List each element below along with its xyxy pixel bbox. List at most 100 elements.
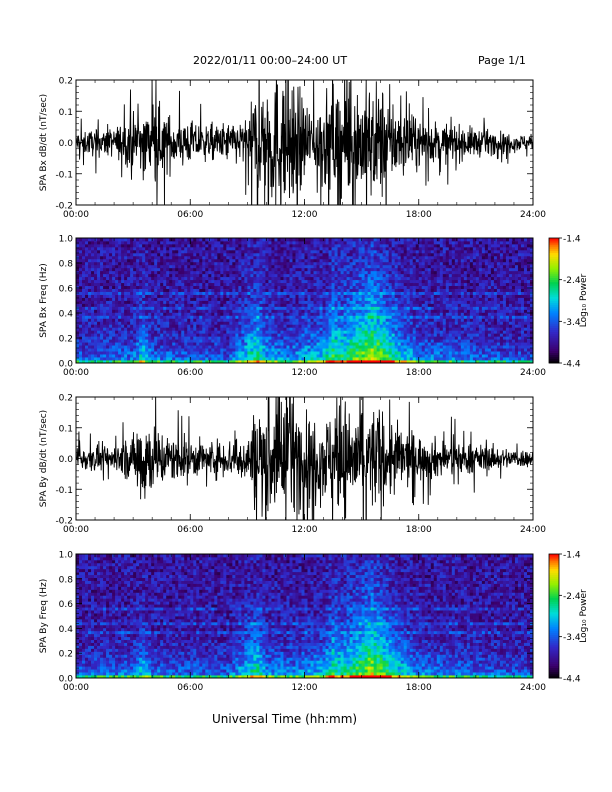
heatmap-cell: [262, 249, 266, 254]
heatmap-cell: [130, 288, 134, 292]
heatmap-cell: [355, 238, 360, 242]
heatmap-cell: [184, 330, 188, 334]
heatmap-cell: [349, 354, 354, 358]
heatmap-cell: [214, 300, 218, 304]
heatmap-cell: [166, 312, 170, 316]
heatmap-cell: [112, 264, 116, 269]
heatmap-cell: [106, 348, 110, 352]
heatmap-cell: [316, 360, 320, 364]
heatmap-cell: [133, 273, 137, 278]
heatmap-cell: [241, 246, 245, 251]
heatmap-cell: [91, 243, 95, 248]
heatmap-cell: [130, 273, 134, 278]
heatmap-cell: [211, 270, 215, 275]
heatmap-cell: [136, 282, 140, 287]
heatmap-cell: [373, 279, 378, 284]
heatmap-cell: [205, 255, 209, 260]
heatmap-cell: [175, 294, 179, 298]
heatmap-cell: [187, 330, 191, 334]
heatmap-cell: [82, 243, 86, 248]
heatmap-cell: [412, 291, 417, 295]
heatmap-cell: [223, 336, 227, 340]
heatmap-cell: [166, 240, 170, 245]
heatmap-cell: [187, 252, 191, 257]
heatmap-cell: [277, 288, 281, 292]
heatmap-cell: [178, 309, 182, 313]
heatmap-cell: [157, 240, 161, 245]
heatmap-cell: [196, 276, 200, 281]
heatmap-cell: [307, 321, 311, 325]
heatmap-cell: [88, 330, 92, 334]
heatmap-cell: [259, 348, 263, 352]
heatmap-cell: [205, 261, 209, 266]
heatmap-cell: [349, 252, 354, 257]
heatmap-cell: [409, 270, 414, 275]
heatmap-cell: [118, 330, 122, 334]
heatmap-cell: [124, 324, 128, 328]
heatmap-cell: [172, 303, 176, 307]
heatmap-cell: [157, 312, 161, 316]
heatmap-cell: [373, 238, 378, 242]
heatmap-cell: [367, 300, 372, 304]
heatmap-cell: [163, 249, 167, 254]
heatmap-cell: [313, 315, 317, 319]
heatmap-cell: [136, 267, 140, 272]
heatmap-cell: [238, 252, 242, 257]
heatmap-cell: [199, 324, 203, 328]
heatmap-cell: [154, 273, 158, 278]
heatmap-cell: [259, 252, 263, 257]
heatmap-cell: [109, 261, 113, 266]
heatmap-cell: [259, 270, 263, 275]
heatmap-cell: [262, 297, 266, 301]
heatmap-cell: [247, 333, 251, 337]
heatmap-cell: [178, 318, 182, 322]
heatmap-cell: [175, 249, 179, 254]
heatmap-cell: [217, 270, 221, 275]
heatmap-cell: [313, 300, 317, 304]
heatmap-cell: [118, 312, 122, 316]
heatmap-cell: [91, 249, 95, 254]
heatmap-cell: [148, 285, 152, 289]
heatmap-cell: [160, 327, 164, 331]
heatmap-cell: [385, 282, 390, 287]
heatmap-cell: [91, 348, 95, 352]
heatmap-cell: [217, 306, 221, 310]
heatmap-cell: [142, 264, 146, 269]
heatmap-cell: [193, 312, 197, 316]
heatmap-cell: [199, 348, 203, 352]
heatmap-cell: [274, 264, 278, 269]
heatmap-cell: [361, 240, 366, 245]
heatmap-cell: [94, 324, 98, 328]
heatmap-cell: [343, 327, 347, 331]
heatmap-cell: [391, 297, 396, 301]
heatmap-cell: [406, 306, 411, 310]
heatmap-cell: [415, 243, 420, 248]
heatmap-cell: [256, 354, 260, 358]
heatmap-cell: [154, 294, 158, 298]
heatmap-cell: [148, 249, 152, 254]
heatmap-cell: [226, 306, 230, 310]
heatmap-cell: [373, 312, 378, 316]
heatmap-cell: [91, 267, 95, 272]
heatmap-cell: [166, 345, 170, 349]
heatmap-cell: [283, 285, 287, 289]
heatmap-cell: [223, 330, 227, 334]
heatmap-cell: [367, 303, 372, 307]
heatmap-cell: [361, 306, 366, 310]
heatmap-cell: [397, 276, 402, 281]
heatmap-cell: [166, 318, 170, 322]
heatmap-cell: [319, 360, 323, 364]
heatmap-cell: [256, 324, 260, 328]
heatmap-cell: [121, 309, 125, 313]
heatmap-cell: [82, 312, 86, 316]
heatmap-cell: [304, 288, 308, 292]
heatmap-cell: [133, 264, 137, 269]
heatmap-cell: [253, 264, 257, 269]
heatmap-cell: [121, 261, 125, 266]
heatmap-cell: [136, 345, 140, 349]
heatmap-cell: [283, 300, 287, 304]
heatmap-cell: [397, 267, 402, 272]
heatmap-cell: [331, 297, 335, 301]
heatmap-cell: [160, 348, 164, 352]
heatmap-cell: [130, 306, 134, 310]
